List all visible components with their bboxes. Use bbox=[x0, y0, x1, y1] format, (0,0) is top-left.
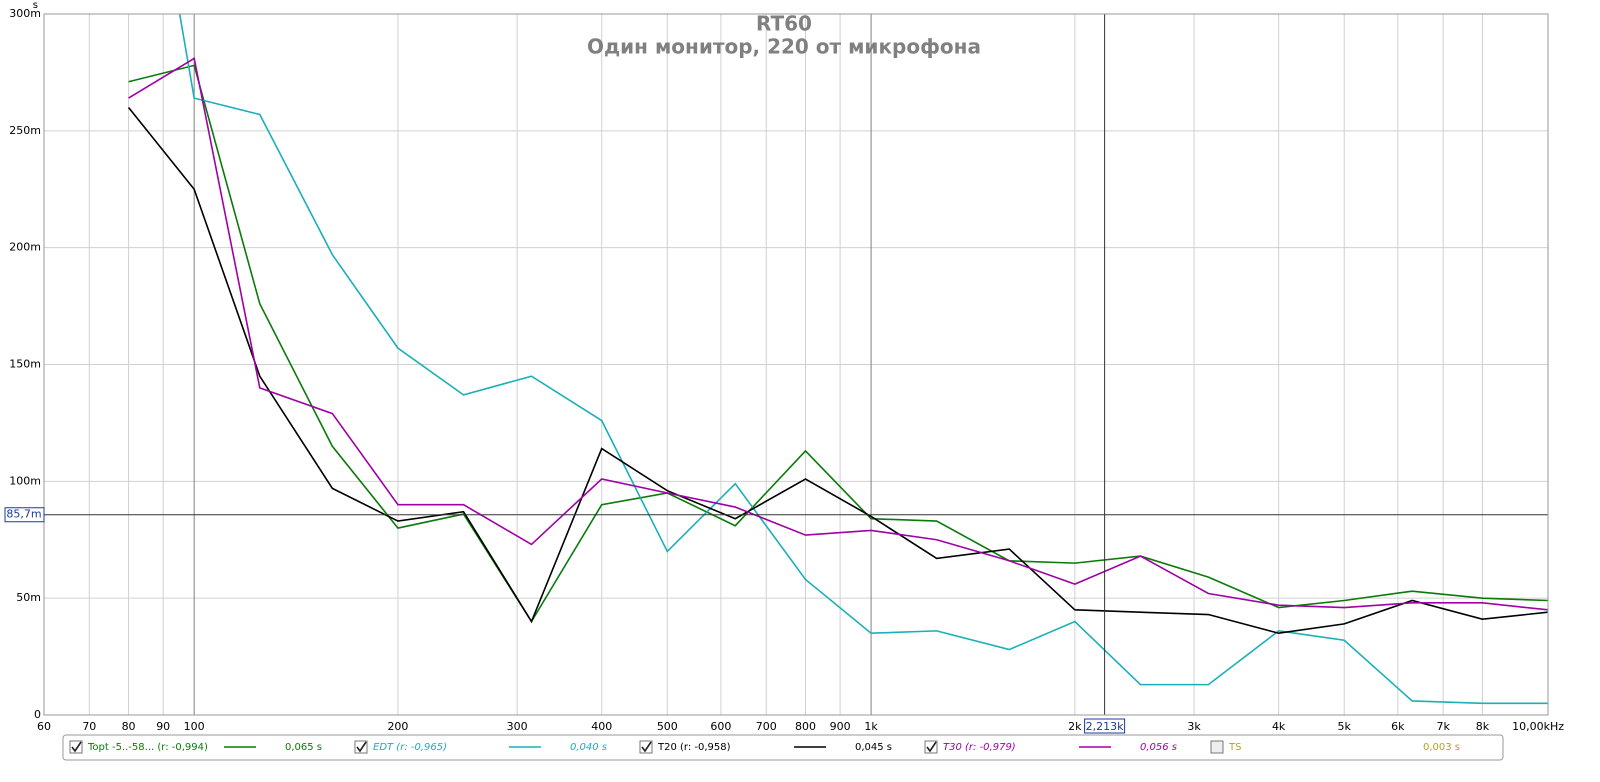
x-tick-label: 4k bbox=[1272, 720, 1286, 733]
x-tick-label: 200 bbox=[387, 720, 408, 733]
x-tick-label: 10,00kHz bbox=[1512, 720, 1564, 733]
x-tick-label: 3k bbox=[1187, 720, 1201, 733]
legend-summary: 0,056 s bbox=[1140, 742, 1177, 753]
checkmark bbox=[356, 741, 367, 753]
chart-subtitle: Один монитор, 220 от микрофона bbox=[587, 35, 981, 59]
cursor-y-label: 85,7m bbox=[6, 508, 41, 521]
legend: Topt -5..-58... (r: -0,994) 0,065 s EDT (r… bbox=[69, 740, 1460, 754]
plot-lines bbox=[44, 14, 1548, 715]
y-tick-label: 300m bbox=[9, 7, 41, 20]
plot-frame bbox=[43, 13, 1549, 716]
x-tick-label: 100 bbox=[184, 720, 205, 733]
series-line bbox=[128, 57, 1548, 611]
x-tick-label: 300 bbox=[507, 720, 528, 733]
legend-summary: 0,040 s bbox=[570, 742, 607, 753]
legend-summary: 0,003 s bbox=[1423, 742, 1460, 753]
y-tick-label: 250m bbox=[9, 124, 41, 137]
y-unit: s bbox=[33, 0, 38, 11]
x-tick-label: 6k bbox=[1391, 720, 1405, 733]
x-tick-label: 2k bbox=[1068, 720, 1082, 733]
x-tick-label: 8k bbox=[1476, 720, 1490, 733]
y-tick-label: 150m bbox=[9, 358, 41, 371]
x-tick-label: 800 bbox=[795, 720, 816, 733]
legend-label: T20 (r: -0,958) bbox=[657, 742, 731, 753]
cursor-x-box bbox=[1084, 718, 1126, 734]
x-tick-label: 7k bbox=[1436, 720, 1450, 733]
checkmark bbox=[641, 741, 652, 753]
cursor-y-box bbox=[4, 507, 45, 523]
x-tick-label: 700 bbox=[756, 720, 777, 733]
series-line bbox=[128, 64, 1548, 624]
y-tick-label: 100m bbox=[9, 474, 41, 487]
chart-title: RT60 bbox=[756, 12, 812, 36]
legend-label: Topt -5..-58... (r: -0,994) bbox=[87, 742, 208, 753]
x-tick-label: 1k bbox=[864, 720, 878, 733]
x-tick-label: 500 bbox=[657, 720, 678, 733]
x-tick-label: 900 bbox=[830, 720, 851, 733]
legend-label: TS bbox=[1228, 742, 1241, 753]
x-tick-label: 400 bbox=[591, 720, 612, 733]
x-tick-label: 5k bbox=[1338, 720, 1352, 733]
series-line bbox=[127, 106, 1548, 635]
x-tick-label: 90 bbox=[156, 720, 170, 733]
y-tick-label: 0 bbox=[34, 708, 41, 721]
x-tick-label: 70 bbox=[82, 720, 96, 733]
legend-summary: 0,045 s bbox=[855, 742, 892, 753]
x-tick-label: 80 bbox=[122, 720, 136, 733]
legend-label: T30 (r: -0,979) bbox=[943, 742, 1016, 753]
legend-label: EDT (r: -0,965) bbox=[373, 742, 447, 753]
y-tick-label: 50m bbox=[16, 591, 41, 604]
x-tick-label: 600 bbox=[710, 720, 731, 733]
x-tick-label: 60 bbox=[37, 720, 51, 733]
y-tick-label: 200m bbox=[9, 241, 41, 254]
series-line bbox=[178, 14, 1548, 705]
cursor-x-label: 2,213k bbox=[1086, 720, 1124, 733]
legend-frame bbox=[62, 734, 1504, 761]
legend-checkbox[interactable] bbox=[1210, 740, 1224, 754]
legend-summary: 0,065 s bbox=[285, 742, 322, 753]
checkmark bbox=[71, 741, 82, 753]
checkmark bbox=[926, 741, 937, 753]
